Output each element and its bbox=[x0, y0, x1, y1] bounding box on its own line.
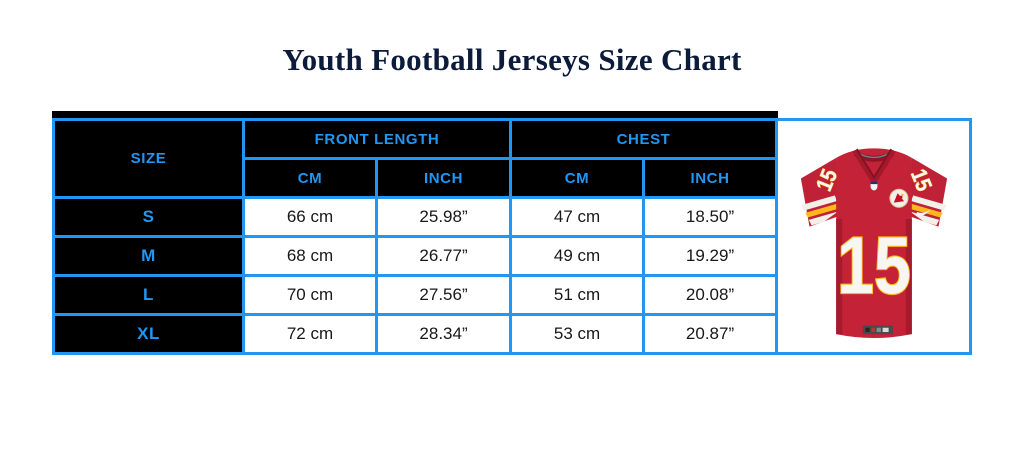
size-column-header: SIZE bbox=[52, 118, 245, 199]
jock-tag bbox=[862, 325, 893, 334]
chest-inch-cell: 19.29” bbox=[642, 235, 779, 277]
chest-cm-cell: 47 cm bbox=[509, 196, 646, 238]
team-patch-icon bbox=[888, 188, 908, 208]
front-cm-cell: 68 cm bbox=[242, 235, 378, 277]
page: { "page": { "title": "Youth Football Jer… bbox=[0, 42, 1024, 460]
size-table-wrap: SIZE FRONT LENGTH CHEST CM INCH CM INCH … bbox=[52, 111, 779, 355]
size-cell: M bbox=[52, 235, 245, 277]
size-cell: S bbox=[52, 196, 245, 238]
chest-inch-header: INCH bbox=[642, 157, 779, 199]
table-row-s: S 66 cm 25.98” 47 cm 18.50” bbox=[52, 196, 779, 238]
front-inch-cell: 25.98” bbox=[374, 196, 513, 238]
swoosh-icon bbox=[915, 208, 931, 216]
front-cm-cell: 70 cm bbox=[242, 274, 378, 316]
chest-inch-cell: 18.50” bbox=[642, 196, 779, 238]
table-row-xl: XL 72 cm 28.34” 53 cm 20.87” bbox=[52, 313, 779, 355]
table-row-m: M 68 cm 26.77” 49 cm 19.29” bbox=[52, 235, 779, 277]
front-inch-header: INCH bbox=[374, 157, 513, 199]
front-length-group-header: FRONT LENGTH bbox=[241, 118, 513, 160]
front-cm-cell: 72 cm bbox=[242, 313, 378, 355]
chest-cm-cell: 51 cm bbox=[509, 274, 646, 316]
size-cell: XL bbox=[52, 313, 245, 355]
size-chart-area: SIZE FRONT LENGTH CHEST CM INCH CM INCH … bbox=[52, 111, 972, 355]
front-inch-cell: 26.77” bbox=[374, 235, 513, 277]
jersey-illustration: 15 15 15 bbox=[787, 147, 960, 338]
nfl-shield-icon bbox=[870, 180, 877, 191]
jersey-number: 15 bbox=[837, 219, 911, 310]
front-inch-cell: 28.34” bbox=[374, 313, 513, 355]
size-chart-table: SIZE FRONT LENGTH CHEST CM INCH CM INCH … bbox=[52, 118, 779, 355]
page-title: Youth Football Jerseys Size Chart bbox=[282, 42, 742, 77]
size-cell: L bbox=[52, 274, 245, 316]
chest-cm-cell: 53 cm bbox=[509, 313, 646, 355]
chest-cm-cell: 49 cm bbox=[509, 235, 646, 277]
front-cm-cell: 66 cm bbox=[242, 196, 378, 238]
front-inch-cell: 27.56” bbox=[374, 274, 513, 316]
jersey-product-image: 15 15 15 bbox=[775, 118, 972, 355]
chest-inch-cell: 20.87” bbox=[642, 313, 779, 355]
chest-cm-header: CM bbox=[509, 157, 646, 199]
chest-inch-cell: 20.08” bbox=[642, 274, 779, 316]
front-cm-header: CM bbox=[242, 157, 378, 199]
chest-group-header: CHEST bbox=[509, 118, 779, 160]
table-row-l: L 70 cm 27.56” 51 cm 20.08” bbox=[52, 274, 779, 316]
